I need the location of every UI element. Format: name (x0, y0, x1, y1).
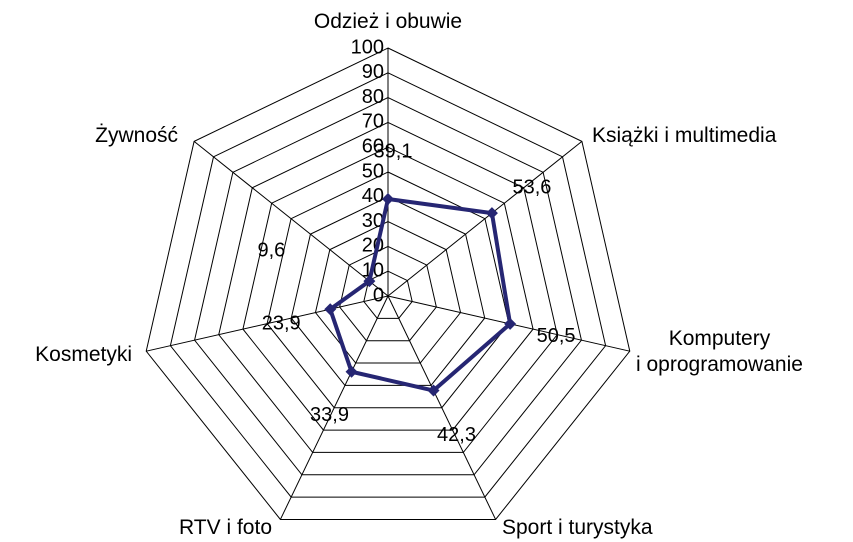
marker (427, 384, 440, 397)
grid-ring (169, 72, 607, 498)
value-label: 23,9 (262, 312, 301, 334)
value-label: 9,6 (257, 239, 285, 261)
tick-label: 80 (362, 86, 384, 108)
marker (504, 317, 517, 330)
category-label: Żywność (95, 124, 178, 147)
tick-label: 70 (362, 111, 384, 133)
grid-ring (290, 196, 486, 386)
tick-label: 40 (362, 185, 384, 207)
grid-ring (339, 245, 437, 342)
marker (324, 303, 337, 316)
tick-label: 60 (362, 135, 384, 157)
category-label: Książki i multimedia (592, 124, 777, 147)
spoke (146, 295, 389, 352)
value-label: 53,6 (512, 176, 551, 198)
grid-ring (218, 121, 558, 453)
tick-label: 30 (362, 210, 384, 232)
spoke (279, 295, 389, 520)
category-label: Komputery i oprogramowanie (636, 327, 803, 376)
spoke (193, 140, 389, 297)
grid-ring (266, 171, 510, 409)
grid-ring (242, 146, 534, 431)
tick-label: 90 (362, 61, 384, 83)
value-label: 39,1 (374, 140, 413, 162)
category-label: RTV i foto (179, 516, 272, 539)
marker (382, 193, 394, 206)
tick-label: 50 (362, 160, 384, 182)
spoke (387, 140, 583, 297)
grid-ring (145, 47, 631, 520)
tick-label: 100 (351, 36, 384, 58)
marker (363, 275, 376, 288)
marker (485, 207, 498, 220)
category-label: Kosmetyki (35, 343, 132, 366)
category-label: Odzież i obuwie (313, 10, 463, 33)
grid-ring (194, 97, 582, 476)
category-label: Sport i turystyka (502, 516, 653, 539)
value-label: 33,9 (310, 404, 349, 426)
spoke (387, 295, 497, 520)
marker (345, 365, 358, 378)
series-line (328, 197, 513, 393)
value-label: 50,5 (537, 325, 576, 347)
grid-ring (314, 221, 462, 364)
value-label: 42,3 (437, 424, 476, 446)
tick-label: 0 (373, 284, 384, 306)
